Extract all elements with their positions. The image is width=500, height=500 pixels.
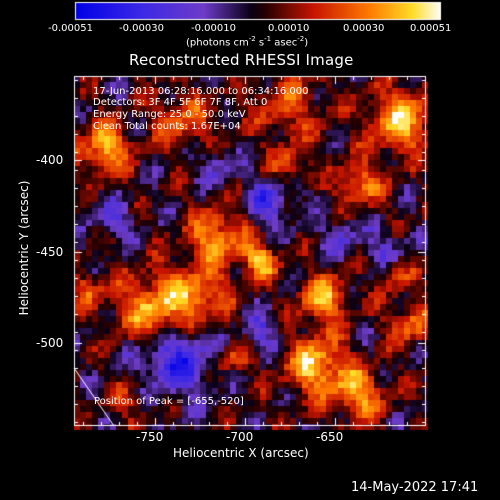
plot-title: Reconstructed RHESSI Image [129, 51, 354, 69]
info-line: Clean Total counts: 1.67E+04 [93, 121, 241, 132]
y-tick-label: -400 [36, 153, 64, 167]
generation-date: 14-May-2022 17:41 [351, 480, 479, 495]
x-axis-title: Heliocentric X (arcsec) [173, 446, 309, 460]
info-line: 17-Jun-2013 06:28:16.000 to 06:34:16.000 [93, 86, 309, 97]
colorbar-tick-label: 0.00051 [410, 23, 452, 34]
y-tick-label: -450 [36, 245, 64, 259]
colorbar-tick-label: 0.00030 [343, 23, 385, 34]
info-line: Detectors: 3F 4F 5F 6F 7F 8F, Att 0 [93, 97, 268, 108]
peak-position: Position of Peak = [-655,-520] [94, 396, 244, 407]
x-tick-label: -650 [316, 430, 344, 444]
x-tick-label: -700 [226, 430, 254, 444]
colorbar-tick-label: -0.00010 [191, 23, 236, 34]
y-axis-title: Heliocentric Y (arcsec) [17, 180, 31, 316]
colorbar-tick-label: 0.00010 [268, 23, 310, 34]
x-tick-label: -750 [136, 430, 164, 444]
colorbar-units: (photons cm-2 s-1 asec-2) [186, 35, 309, 49]
colorbar-tick-label: -0.00030 [119, 23, 164, 34]
y-tick-label: -500 [36, 336, 64, 350]
colorbar-tick-label: -0.00051 [48, 23, 93, 34]
info-line: Energy Range: 25.0 - 50.0 keV [93, 109, 246, 120]
